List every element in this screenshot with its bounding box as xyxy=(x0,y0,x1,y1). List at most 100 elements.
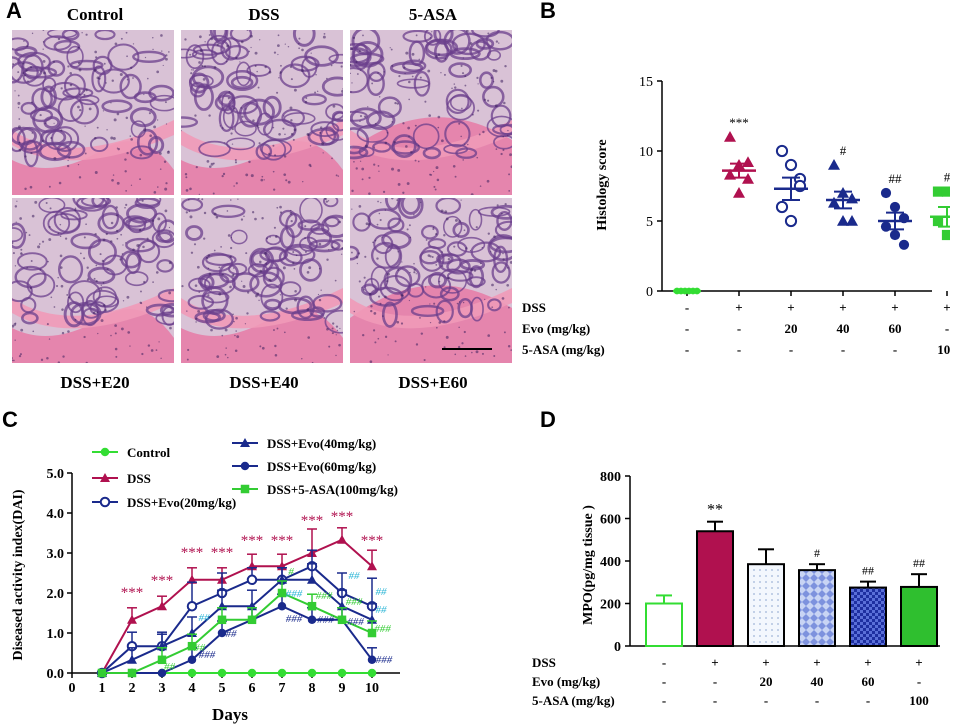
nucleus xyxy=(419,76,422,79)
nucleus xyxy=(328,345,331,348)
nucleus xyxy=(256,292,260,296)
nucleus xyxy=(475,350,479,354)
nucleus xyxy=(410,150,413,154)
crypt xyxy=(487,298,502,312)
nucleus xyxy=(57,232,60,235)
nucleus xyxy=(14,265,17,267)
nucleus xyxy=(431,255,434,258)
nucleus xyxy=(189,53,192,56)
crypt xyxy=(234,120,257,137)
nucleus xyxy=(130,66,133,69)
nucleus xyxy=(77,163,80,166)
significance-label: ## xyxy=(164,661,176,673)
crypt xyxy=(221,91,236,115)
crypt xyxy=(319,126,337,146)
crypt xyxy=(423,30,442,46)
nucleus xyxy=(475,226,478,229)
legend-label: DSS+5-ASA(100mg/kg) xyxy=(267,482,398,497)
nucleus xyxy=(307,336,311,339)
nucleus xyxy=(138,244,140,246)
mpo-bar-chart: MPO(pg/mg tissue )0200400600800**#####DS… xyxy=(532,470,940,708)
x-tick-label: 3 xyxy=(159,681,166,696)
crypt xyxy=(448,62,472,78)
crypt xyxy=(384,198,401,211)
nucleus xyxy=(207,294,210,297)
nucleus xyxy=(17,79,20,81)
nucleus xyxy=(83,90,86,92)
data-point xyxy=(127,668,137,678)
nucleus xyxy=(164,209,168,213)
crypt xyxy=(297,219,322,231)
crypt xyxy=(435,198,462,215)
crypt xyxy=(263,298,282,310)
nucleus xyxy=(298,37,301,40)
y-tick-label: 1.0 xyxy=(47,627,65,642)
nucleus xyxy=(444,57,447,60)
crypt xyxy=(230,75,254,90)
nucleus xyxy=(12,357,14,359)
crypt xyxy=(89,136,109,153)
nucleus xyxy=(184,38,187,41)
nucleus xyxy=(476,76,479,79)
nucleus xyxy=(382,190,386,193)
nucleus xyxy=(263,179,265,181)
nucleus xyxy=(246,30,249,31)
nucleus xyxy=(502,148,505,151)
nucleus xyxy=(102,281,105,284)
micrograph-dss-e60-image xyxy=(350,198,512,363)
nucleus xyxy=(479,185,482,187)
table-cell: - xyxy=(737,342,741,357)
data-point xyxy=(828,196,840,208)
nucleus xyxy=(23,74,26,77)
nucleus xyxy=(74,318,77,321)
nucleus xyxy=(202,77,206,81)
nucleus xyxy=(317,293,320,296)
crypt xyxy=(70,232,102,250)
nucleus xyxy=(279,211,283,214)
nucleus xyxy=(28,234,31,237)
nucleus xyxy=(159,168,162,170)
crypt xyxy=(243,98,276,126)
nucleus xyxy=(423,358,426,362)
legend-label: DSS+Evo(20mg/kg) xyxy=(127,495,236,510)
nucleus xyxy=(432,226,435,229)
nucleus xyxy=(425,148,428,150)
crypt xyxy=(321,76,343,97)
nucleus xyxy=(139,153,143,157)
nucleus xyxy=(198,291,201,293)
crypt xyxy=(47,30,78,39)
data-point xyxy=(932,215,944,227)
nucleus xyxy=(41,139,44,143)
nucleus xyxy=(83,257,86,260)
nucleus xyxy=(487,32,490,35)
nucleus xyxy=(498,42,500,44)
nucleus xyxy=(307,133,310,137)
table-cell: - xyxy=(789,342,793,357)
nucleus xyxy=(360,69,362,72)
crypt xyxy=(125,237,156,253)
nucleus xyxy=(341,89,343,93)
panel-letter-d: D xyxy=(540,407,556,432)
nucleus xyxy=(287,45,290,48)
nucleus xyxy=(155,271,159,274)
crypt xyxy=(107,43,140,71)
nucleus xyxy=(185,176,188,179)
table-cell: - xyxy=(866,693,870,708)
crypt xyxy=(489,236,512,254)
nucleus xyxy=(153,125,157,129)
nucleus xyxy=(282,266,286,270)
significance-label: ** xyxy=(707,502,723,519)
nucleus xyxy=(48,225,51,228)
bar xyxy=(696,530,734,647)
nucleus xyxy=(290,209,292,212)
crypt xyxy=(372,141,392,153)
nucleus xyxy=(60,87,63,90)
nucleus xyxy=(351,82,353,84)
crypt xyxy=(155,231,173,243)
y-tick-label: 800 xyxy=(600,470,621,485)
table-cell: 40 xyxy=(837,321,850,336)
nucleus xyxy=(190,251,194,254)
nucleus xyxy=(331,327,334,330)
nucleus xyxy=(277,44,280,48)
crypt xyxy=(136,128,159,156)
